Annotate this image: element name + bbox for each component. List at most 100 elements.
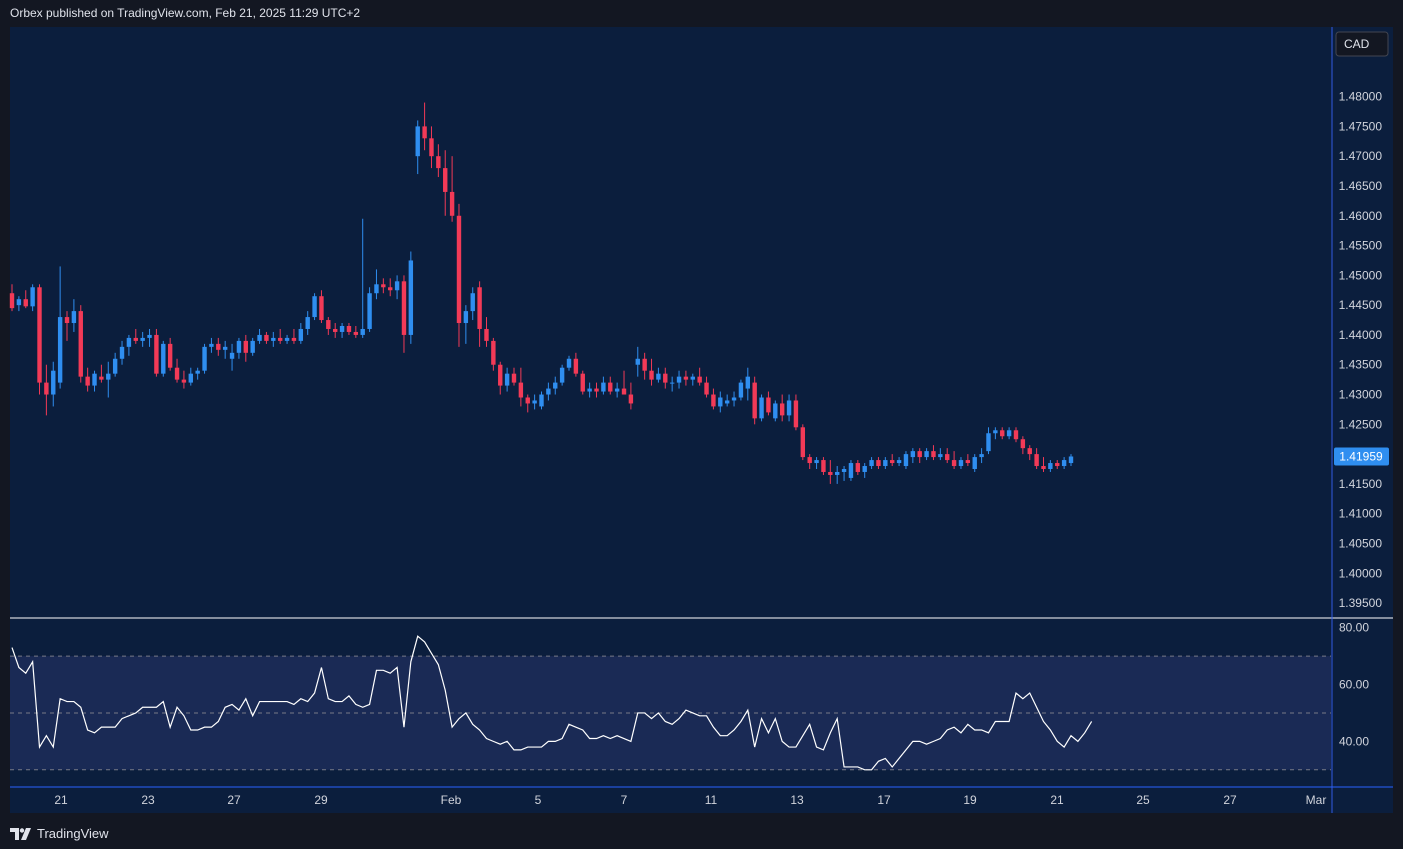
candle-body <box>539 394 544 407</box>
candle-body <box>333 328 338 332</box>
candle <box>250 337 255 356</box>
date-tick-label: 17 <box>877 793 891 807</box>
candle-body <box>711 394 716 407</box>
candle <box>333 323 338 338</box>
price-tick-label: 1.42500 <box>1339 417 1383 431</box>
price-tick-label: 1.39500 <box>1339 596 1383 610</box>
date-tick-label: 19 <box>963 793 977 807</box>
tradingview-footer: TradingView <box>0 818 1403 849</box>
candle-body <box>305 317 310 329</box>
candle <box>222 340 228 359</box>
candle <box>284 334 290 344</box>
candle-body <box>229 352 235 359</box>
candle-body <box>559 367 565 383</box>
candle <box>945 448 950 464</box>
candle-body <box>738 382 744 398</box>
candle <box>443 150 448 216</box>
candle-body <box>841 469 847 472</box>
candle-body <box>271 337 276 341</box>
candle <box>993 427 998 440</box>
candle <box>85 367 90 392</box>
candle <box>30 284 35 312</box>
candle <box>683 370 689 386</box>
candle <box>614 382 620 398</box>
price-tick-label: 1.44000 <box>1339 328 1383 342</box>
candle-body <box>614 388 620 392</box>
candle <box>938 448 943 461</box>
candle <box>642 352 647 380</box>
candle-body <box>821 460 826 472</box>
candle-body <box>394 281 400 291</box>
candle <box>511 367 517 386</box>
candle <box>353 326 359 338</box>
candle-body <box>99 376 104 380</box>
candle-body <box>1061 460 1067 467</box>
candle <box>903 451 909 469</box>
candle <box>821 457 826 475</box>
candle <box>1068 454 1074 467</box>
candle <box>374 269 379 300</box>
candle-body <box>546 388 551 395</box>
candle <box>498 361 503 395</box>
candle <box>883 457 888 469</box>
candle-body <box>690 376 695 380</box>
candle <box>649 358 654 386</box>
candle <box>546 382 551 401</box>
candle <box>800 424 806 461</box>
candle-body <box>601 382 606 392</box>
candle <box>9 284 15 312</box>
candle-body <box>656 373 661 380</box>
candle-body <box>64 317 70 324</box>
candle-body <box>917 451 922 458</box>
candle-body <box>766 397 771 413</box>
candle <box>814 457 819 469</box>
candle-body <box>284 337 290 341</box>
candle-body <box>202 346 207 371</box>
candle-body <box>924 451 929 458</box>
candle-body <box>30 287 35 307</box>
candle-body <box>676 376 682 383</box>
candle <box>71 299 77 332</box>
price-tick-label: 1.45000 <box>1339 268 1383 282</box>
candle-body <box>1055 463 1060 467</box>
candle-body <box>154 334 159 374</box>
candle-body <box>745 376 750 389</box>
candle <box>64 311 70 341</box>
candle-body <box>195 370 200 374</box>
candle-body <box>525 397 530 404</box>
candle <box>243 334 249 362</box>
candle-body <box>71 311 77 324</box>
date-tick-label: Mar <box>1306 793 1327 807</box>
date-tick-label: 11 <box>705 793 718 807</box>
candle-body <box>986 433 991 452</box>
candle-body <box>518 382 524 398</box>
publisher-info: Orbex published on TradingView.com, Feb … <box>10 6 361 20</box>
candle <box>346 323 352 335</box>
candle <box>1055 460 1060 469</box>
candle <box>271 331 276 347</box>
candle <box>504 367 510 392</box>
candle <box>99 364 104 383</box>
candle-body <box>731 397 737 401</box>
date-tick-label: 21 <box>1050 793 1064 807</box>
candle-body <box>862 466 867 472</box>
candle <box>559 364 565 386</box>
candle <box>51 361 56 407</box>
candle-body <box>37 287 42 383</box>
candle-body <box>608 382 613 392</box>
last-price-badge: 1.41959 <box>1334 447 1389 466</box>
candle-body <box>449 191 455 216</box>
candle <box>594 382 599 398</box>
last-price-label: 1.41959 <box>1339 450 1383 464</box>
candle <box>415 120 420 175</box>
candle <box>264 331 269 344</box>
candle <box>449 156 455 222</box>
candle-body <box>979 454 984 458</box>
candle <box>786 394 792 422</box>
candle <box>869 457 874 469</box>
candle-body <box>85 376 90 386</box>
price-tick-label: 1.41000 <box>1339 507 1383 521</box>
tradingview-logo-icon[interactable] <box>10 827 32 840</box>
candle <box>305 311 310 335</box>
